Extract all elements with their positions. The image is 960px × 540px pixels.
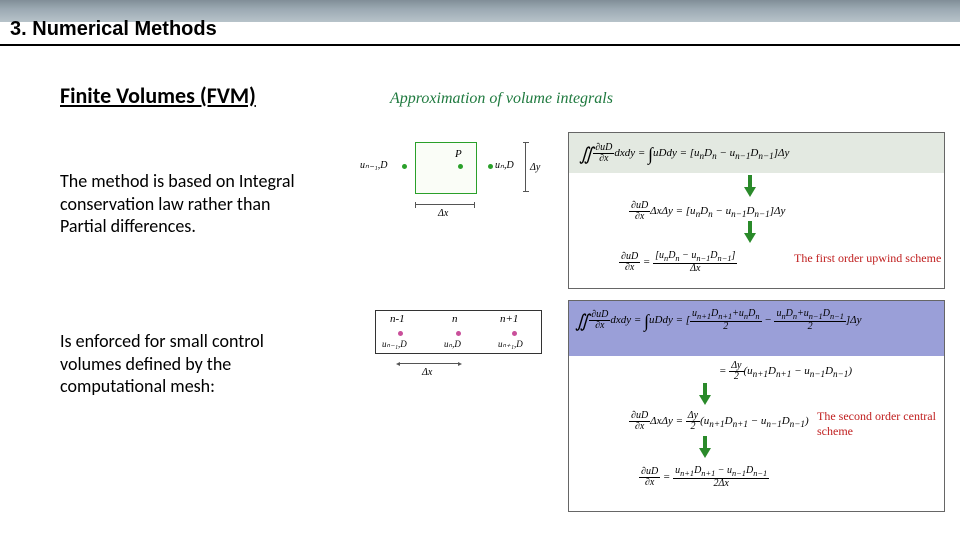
diagram-stencil-1d: n-1 n n+1 uₙ₋₁,D uₙ,D uₙ₊₁,D Δx bbox=[360, 305, 550, 395]
paragraph-1: The method is based on Integral conserva… bbox=[60, 170, 320, 238]
stencil-dot-1 bbox=[398, 331, 403, 336]
panel-second-order: ∬∂uD∂xdxdy = ∫uDdy = [un+1Dn+1+unDn2 − u… bbox=[568, 300, 945, 512]
cv-dx-bracket bbox=[415, 204, 475, 205]
diagram-control-volume-2d: P uₙ₋₁,D uₙ,D Δy Δx bbox=[360, 132, 550, 232]
panel1-eq1: ∬∂uD∂xdxdy = ∫uDdy = [unDn − un−1Dn−1]Δy bbox=[579, 143, 789, 165]
approximation-title: Approximation of volume integrals bbox=[390, 90, 613, 108]
stencil-dx-label: Δx bbox=[422, 367, 432, 378]
panel2-scheme-label: The second order central scheme bbox=[817, 409, 944, 439]
panel2-eq3: ∂uD∂xΔxΔy = Δy2(un+1Dn+1 − un−1Dn−1) bbox=[629, 411, 809, 432]
stencil-col-3: n+1 bbox=[500, 313, 518, 325]
cv-dx-label: Δx bbox=[438, 208, 448, 219]
panel-first-order: ∬∂uD∂xdxdy = ∫uDdy = [unDn − un−1Dn−1]Δy… bbox=[568, 132, 945, 289]
cv-label-left: uₙ₋₁,D bbox=[360, 160, 387, 171]
cv-cell-box bbox=[415, 142, 477, 194]
panel1-arrow-2 bbox=[744, 221, 756, 243]
stencil-col-1: n-1 bbox=[390, 313, 405, 325]
section-number: 3. bbox=[10, 18, 27, 40]
section-heading: 3. Numerical Methods bbox=[10, 18, 217, 41]
stencil-col-2: n bbox=[452, 313, 458, 325]
stencil-dot-2 bbox=[456, 331, 461, 336]
cv-dy-label: Δy bbox=[530, 162, 540, 173]
panel1-scheme-label: The first order upwind scheme bbox=[794, 251, 941, 266]
panel1-eq2: ∂uD∂xΔxΔy = [unDn − un−1Dn−1]Δy bbox=[629, 201, 785, 222]
slide-subtitle: Finite Volumes (FVM) bbox=[60, 82, 256, 109]
paragraph-2: Is enforced for small control volumes de… bbox=[60, 330, 320, 398]
cv-dy-bracket bbox=[525, 142, 526, 192]
cv-point-right bbox=[488, 164, 493, 169]
panel1-eq3: ∂uD∂x = [unDn − un−1Dn−1]Δx bbox=[619, 251, 737, 274]
panel1-arrow-1 bbox=[744, 175, 756, 197]
heading-rule bbox=[0, 44, 960, 46]
section-title: Numerical Methods bbox=[32, 18, 216, 40]
panel2-eq2: = Δy2(un+1Dn+1 − un−1Dn−1) bbox=[719, 361, 852, 382]
stencil-val-3: uₙ₊₁,D bbox=[498, 339, 523, 350]
cv-label-right: uₙ,D bbox=[495, 160, 514, 171]
cv-point-left bbox=[402, 164, 407, 169]
stencil-dot-3 bbox=[512, 331, 517, 336]
stencil-dx-arrow bbox=[400, 363, 458, 364]
panel2-arrow-2 bbox=[699, 436, 711, 458]
stencil-val-1: uₙ₋₁,D bbox=[382, 339, 407, 350]
cv-point-p bbox=[458, 164, 463, 169]
panel2-eq1: ∬∂uD∂xdxdy = ∫uDdy = [un+1Dn+1+unDn2 − u… bbox=[575, 309, 862, 332]
stencil-val-2: uₙ,D bbox=[444, 339, 461, 350]
panel2-arrow-1 bbox=[699, 383, 711, 405]
panel2-eq4: ∂uD∂x = un+1Dn+1 − un−1Dn−12Δx bbox=[639, 466, 769, 489]
cv-label-p: P bbox=[455, 148, 462, 160]
